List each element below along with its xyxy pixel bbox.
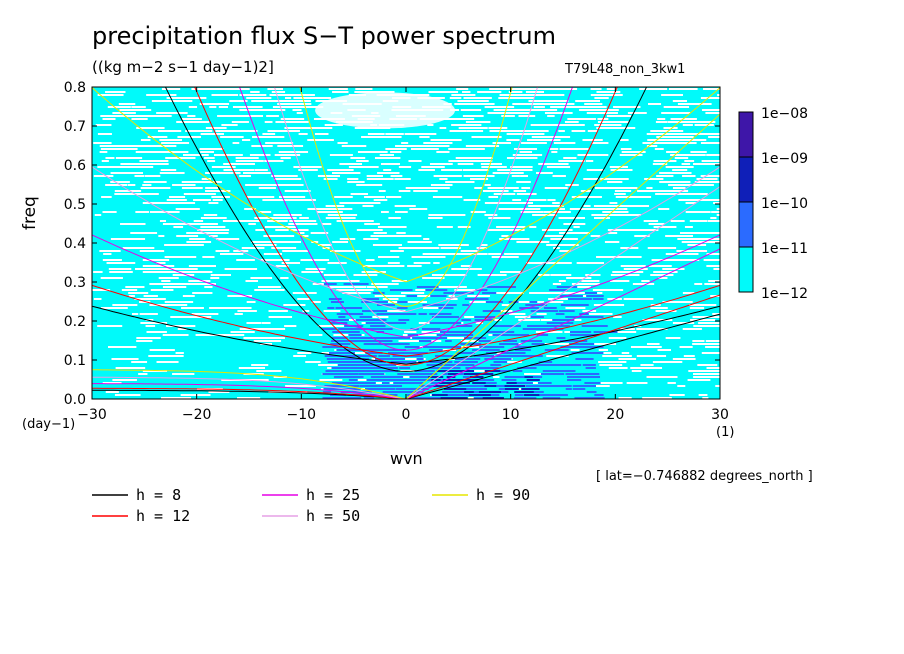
legend-label-h25: h = 25 bbox=[306, 486, 360, 504]
x-tick-label: 10 bbox=[502, 407, 520, 423]
curve-h50-symmetric bbox=[92, 166, 720, 313]
y-tick-label: 0.4 bbox=[64, 236, 86, 252]
y-tick-label: 0.7 bbox=[64, 119, 86, 135]
curve-h12-kelvin bbox=[405, 294, 720, 399]
curve-h90-inertia-gravity bbox=[299, 87, 513, 308]
curve-h12-symmetric bbox=[92, 284, 720, 357]
spectrum-texture bbox=[92, 88, 720, 399]
x-unit-label: (1) bbox=[716, 425, 735, 440]
curve-h25-symmetric bbox=[92, 234, 720, 338]
x-axis-label: wvn bbox=[390, 449, 423, 468]
curve-h25-rossby bbox=[92, 383, 407, 399]
curve-h8-rossby bbox=[92, 389, 407, 399]
curve-h8-symmetric bbox=[92, 305, 720, 365]
y-tick-label: 0.0 bbox=[64, 392, 86, 408]
y-axis-label: freq bbox=[20, 196, 40, 230]
location-label: [ lat=−0.746882 degrees_north ] bbox=[596, 469, 813, 484]
x-tick-label: 20 bbox=[606, 407, 624, 423]
curve-h90-kelvin bbox=[405, 113, 720, 399]
colorbar-label: 1e−11 bbox=[761, 241, 808, 257]
y-tick-label: 0.8 bbox=[64, 80, 86, 96]
legend-label-h12: h = 12 bbox=[136, 507, 190, 525]
colorbar-swatch bbox=[738, 111, 754, 158]
x-tick-label: 0 bbox=[402, 407, 411, 423]
colorbar-label: 1e−12 bbox=[761, 286, 808, 302]
y-tick-label: 0.1 bbox=[64, 353, 86, 369]
y-unit-label: (day−1) bbox=[22, 417, 76, 432]
colorbar-label: 1e−10 bbox=[761, 196, 808, 212]
colorbar-swatch bbox=[738, 201, 754, 248]
colorbar-label: 1e−08 bbox=[761, 106, 808, 122]
chart-units: ((kg m−2 s−1 day−1)2] bbox=[92, 58, 274, 76]
curve-h50-inertia-gravity bbox=[273, 87, 539, 331]
x-tick-label: −20 bbox=[182, 407, 212, 423]
curve-h90-symmetric bbox=[92, 87, 720, 283]
y-tick-label: 0.2 bbox=[64, 314, 86, 330]
curve-h25-inertia-gravity bbox=[238, 87, 574, 351]
run-label: T79L48_non_3kw1 bbox=[565, 62, 686, 77]
chart-title: precipitation flux S−T power spectrum bbox=[92, 22, 556, 50]
colorbar-label: 1e−09 bbox=[761, 151, 808, 167]
curve-h50-kelvin bbox=[405, 186, 720, 399]
curve-h25-kelvin bbox=[405, 248, 720, 399]
colorbar-swatch bbox=[738, 156, 754, 203]
x-tick-label: −10 bbox=[287, 407, 317, 423]
curve-h8-inertia-gravity bbox=[164, 87, 648, 372]
curve-h90-rossby bbox=[92, 369, 407, 399]
y-tick-label: 0.3 bbox=[64, 275, 86, 291]
legend-label-h90: h = 90 bbox=[476, 486, 530, 504]
x-tick-label: −30 bbox=[77, 407, 107, 423]
legend-label-h8: h = 8 bbox=[136, 486, 181, 504]
y-tick-label: 0.6 bbox=[64, 158, 86, 174]
legend-label-h50: h = 50 bbox=[306, 507, 360, 525]
x-tick-label: 30 bbox=[711, 407, 729, 423]
colorbar-swatch bbox=[738, 246, 754, 293]
curve-h8-kelvin bbox=[405, 313, 720, 399]
y-tick-label: 0.5 bbox=[64, 197, 86, 213]
curve-h12-rossby bbox=[92, 387, 407, 399]
curve-h50-rossby bbox=[92, 376, 407, 399]
